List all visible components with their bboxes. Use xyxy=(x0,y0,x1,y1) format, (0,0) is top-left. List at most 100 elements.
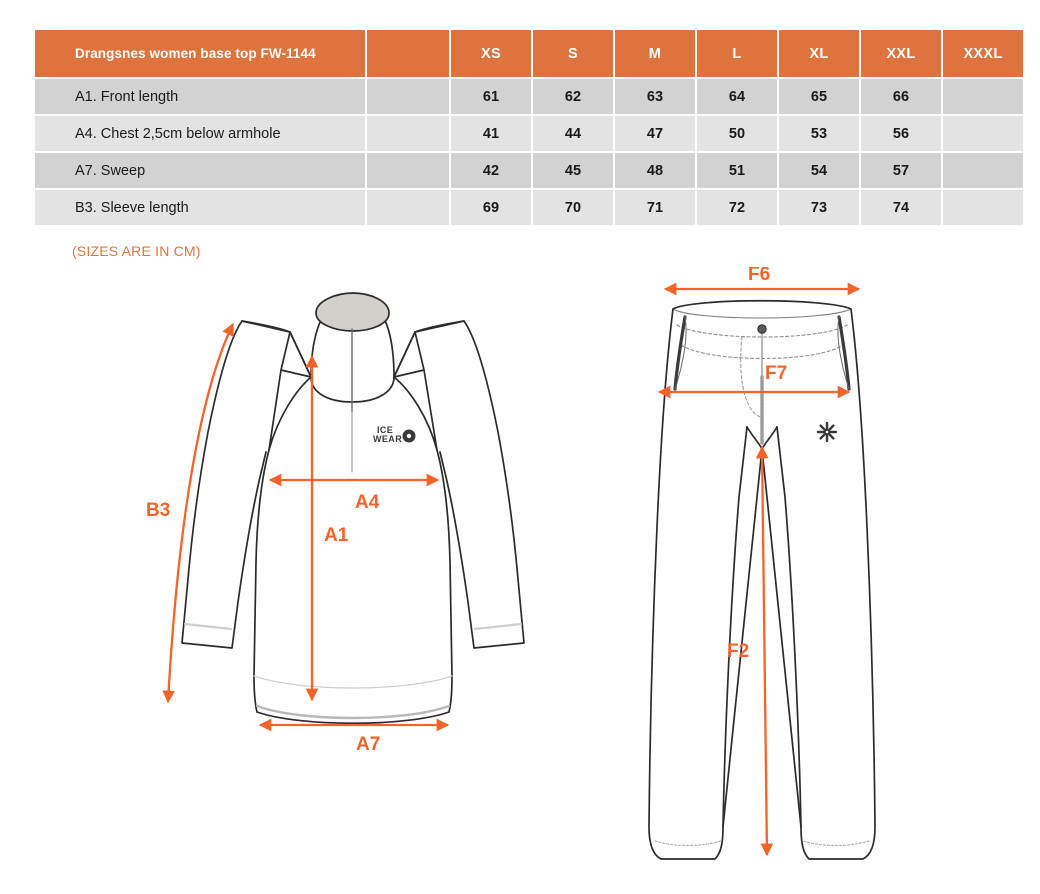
pants-illustration: F6 F7 F2 xyxy=(648,267,876,860)
cell-xxl: 56 xyxy=(861,116,941,151)
torso-outline xyxy=(253,376,453,725)
cell-l: 51 xyxy=(697,153,777,188)
right-pocket-bag xyxy=(837,316,850,390)
cell-xl: 65 xyxy=(779,79,859,114)
cell-xs: 61 xyxy=(451,79,531,114)
measurement-label: B3. Sleeve length xyxy=(35,190,365,225)
left-raglan-seam xyxy=(268,331,291,451)
base-top-illustration: ICE WEAR A4 A1 A7 B3 xyxy=(146,292,525,755)
row-spacer-cell xyxy=(367,153,449,188)
measurement-labels: F6 F7 F2 xyxy=(727,267,787,662)
left-sleeve-outline xyxy=(181,320,312,649)
sizes-unit-note: (SIZES ARE IN CM) xyxy=(72,243,201,259)
cell-s: 62 xyxy=(533,79,613,114)
logo-text-wear: WEAR xyxy=(373,434,402,444)
bottom-hem-line xyxy=(255,704,451,720)
measurement-label: A7. Sweep xyxy=(35,153,365,188)
cell-xxl: 66 xyxy=(861,79,941,114)
right-cuff-line xyxy=(473,622,523,631)
garment-illustrations: ICE WEAR A4 A1 A7 B3 xyxy=(0,267,1040,892)
snowflake-icon xyxy=(816,421,838,443)
right-shoulder-seam xyxy=(393,320,465,378)
cell-xxxl xyxy=(943,116,1023,151)
size-header-xs: XS xyxy=(451,30,531,77)
left-pocket-bag xyxy=(674,316,687,390)
left-yoke-seam xyxy=(280,369,312,378)
right-leg-outline xyxy=(776,308,876,860)
left-shoulder-seam xyxy=(241,320,312,378)
cell-m: 48 xyxy=(615,153,695,188)
cell-xl: 54 xyxy=(779,153,859,188)
product-title-cell: Drangsnes women base top FW-1144 xyxy=(35,30,365,77)
table-row: B3. Sleeve length 69 70 71 72 73 74 xyxy=(35,190,1023,225)
cell-xs: 69 xyxy=(451,190,531,225)
label-f7: F7 xyxy=(765,363,787,384)
label-b3: B3 xyxy=(146,500,170,521)
inseam-arrow-group xyxy=(755,445,774,857)
snowflake-icon xyxy=(402,429,416,443)
row-spacer-cell xyxy=(367,190,449,225)
measurement-label: A4. Chest 2,5cm below armhole xyxy=(35,116,365,151)
right-yoke-seam xyxy=(393,369,425,378)
header-spacer-cell xyxy=(367,30,449,77)
cell-s: 44 xyxy=(533,116,613,151)
size-header-xxxl: XXXL xyxy=(943,30,1023,77)
size-header-m: M xyxy=(615,30,695,77)
label-a1: A1 xyxy=(324,525,349,546)
arrow-f2 xyxy=(755,445,774,857)
table-header-row: Drangsnes women base top FW-1144 XS S M … xyxy=(35,30,1023,77)
left-pocket-opening xyxy=(673,315,687,391)
left-inseam xyxy=(722,448,763,828)
cell-m: 63 xyxy=(615,79,695,114)
collar-outline xyxy=(310,311,395,403)
label-f2: F2 xyxy=(727,641,749,662)
label-f6: F6 xyxy=(748,267,770,285)
cell-l: 64 xyxy=(697,79,777,114)
cell-xxl: 57 xyxy=(861,153,941,188)
ice-wear-logo: ICE WEAR xyxy=(373,425,416,444)
logo-text-ice: ICE xyxy=(377,425,393,435)
size-header-s: S xyxy=(533,30,613,77)
left-leg-outline xyxy=(648,308,748,860)
right-raglan-seam xyxy=(414,331,438,451)
size-header-xl: XL xyxy=(779,30,859,77)
measurement-arrows xyxy=(657,282,861,399)
label-a4: A4 xyxy=(355,492,380,513)
right-sleeve-outline xyxy=(393,320,525,649)
arrow-b3 xyxy=(162,322,235,704)
cell-s: 70 xyxy=(533,190,613,225)
measurement-label: A1. Front length xyxy=(35,79,365,114)
cell-xs: 41 xyxy=(451,116,531,151)
row-spacer-cell xyxy=(367,116,449,151)
right-hem-stitch xyxy=(802,840,870,847)
size-header-l: L xyxy=(697,30,777,77)
cell-l: 72 xyxy=(697,190,777,225)
cell-m: 71 xyxy=(615,190,695,225)
cell-xxxl xyxy=(943,153,1023,188)
collar-inner-opening xyxy=(315,292,390,332)
measurement-arrows xyxy=(162,322,450,732)
left-hem-stitch xyxy=(654,840,722,847)
cell-xl: 73 xyxy=(779,190,859,225)
waistband-stitch-lower xyxy=(680,344,844,360)
size-chart-table: Drangsnes women base top FW-1144 XS S M … xyxy=(33,28,1025,227)
table-row: A1. Front length 61 62 63 64 65 66 xyxy=(35,79,1023,114)
table-row: A4. Chest 2,5cm below armhole 41 44 47 5… xyxy=(35,116,1023,151)
bottom-hem-inner xyxy=(253,675,453,689)
right-pocket-opening xyxy=(837,315,851,391)
cell-m: 47 xyxy=(615,116,695,151)
cell-s: 45 xyxy=(533,153,613,188)
table-row: A7. Sweep 42 45 48 51 54 57 xyxy=(35,153,1023,188)
waistband-inner-edge xyxy=(672,308,852,319)
waist-button xyxy=(757,324,767,334)
fly-topstitch xyxy=(740,336,763,418)
measurement-labels: A4 A1 A7 B3 xyxy=(146,492,380,755)
right-inseam xyxy=(761,448,802,828)
cell-xxxl xyxy=(943,190,1023,225)
cell-xxxl xyxy=(943,79,1023,114)
cell-xxl: 74 xyxy=(861,190,941,225)
left-cuff-line xyxy=(183,622,233,631)
row-spacer-cell xyxy=(367,79,449,114)
label-a7: A7 xyxy=(356,734,380,755)
size-header-xxl: XXL xyxy=(861,30,941,77)
